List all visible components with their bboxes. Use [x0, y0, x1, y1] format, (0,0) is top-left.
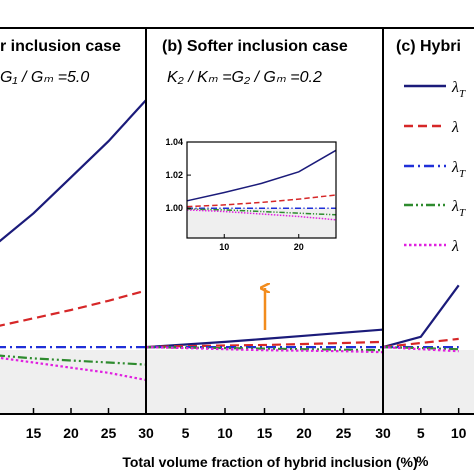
panel-c-xtick-label: 10: [451, 425, 467, 441]
inset-xtick-label: 20: [294, 242, 304, 252]
panel-b-annotation: K₂ / Kₘ =G₂ / Gₘ =0.2: [167, 69, 322, 86]
panel-b-title: (b) Softer inclusion case: [162, 38, 348, 55]
legend-label-2: λ: [451, 119, 459, 136]
panel-a-xtick-label: 20: [63, 425, 79, 441]
shaded-region-panel-c: [383, 350, 474, 414]
panel-c-series-1-line: [382, 284, 460, 349]
x-axis-label: Total volume fraction of hybrid inclusio…: [122, 454, 417, 470]
tick-labels: 15 20 25 30 5 10 15 20 25 30 5 10: [26, 425, 467, 441]
legend-label-4: λT: [451, 198, 466, 219]
panel-c-series-4-line: [382, 346, 459, 351]
panel-b-xtick-label: 25: [336, 425, 352, 441]
panel-c-series-2-line: [382, 337, 459, 349]
panel-a-series-1-line: [0, 99, 147, 243]
panel-b-series-4-line: [145, 346, 384, 352]
legend-subscript: T: [459, 207, 466, 219]
panel-a-xtick-label: 25: [101, 425, 117, 441]
shaded-regions: [0, 350, 474, 414]
inset-shaded-region: [187, 208, 336, 238]
panel-c-frame: [382, 27, 474, 415]
panel-a-annotation: G₁ / Gₘ =5.0: [0, 69, 89, 86]
panel-a-xtick-label: 30: [138, 425, 154, 441]
panel-b-xtick-label: 5: [182, 425, 190, 441]
inset-series-5-line: [186, 209, 337, 221]
panel-c-title: (c) Hybri: [396, 38, 461, 55]
panel-b-xtick-label: 30: [375, 425, 391, 441]
series-lines: [0, 99, 460, 382]
panel-b-series-2-line: [145, 340, 384, 349]
shaded-region-panel-a: [0, 350, 146, 414]
panel-a-xtick-label: 15: [26, 425, 42, 441]
legend-label-5: λ: [451, 238, 459, 255]
panel-b-xtick-label: 20: [296, 425, 312, 441]
panel-a-series-5-line: [0, 356, 147, 382]
inset-ytick-label: 1.02: [165, 170, 183, 180]
panel-b-xtick-label: 10: [217, 425, 233, 441]
panel-c-xtick-label: 5: [417, 425, 425, 441]
panel-a-title: r inclusion case: [0, 38, 121, 55]
tick-marks: [32, 408, 460, 414]
inset-plot: 10 20 1.00 1.02 1.04: [165, 134, 345, 270]
shaded-region-panel-b: [146, 350, 383, 414]
panel-a-series-4-line: [0, 354, 147, 366]
inset-ytick-label: 1.00: [165, 203, 183, 213]
inset-ytick-label: 1.04: [165, 137, 183, 147]
legend: λT λ λT λT λ: [404, 79, 466, 255]
panel-b-xtick-label: 15: [257, 425, 273, 441]
legend-label-3: λT: [451, 159, 466, 180]
legend-subscript: T: [459, 88, 466, 100]
panel-b-series-1-line: [145, 328, 384, 349]
panel-c-percent-label: %: [416, 453, 429, 469]
legend-subscript: T: [459, 168, 466, 180]
panel-a-series-2-line: [0, 289, 147, 327]
inset-series-1-line: [186, 149, 337, 202]
inset-xtick-label: 10: [219, 242, 229, 252]
inset-frame: [186, 141, 337, 239]
legend-label-1: λT: [451, 79, 466, 100]
